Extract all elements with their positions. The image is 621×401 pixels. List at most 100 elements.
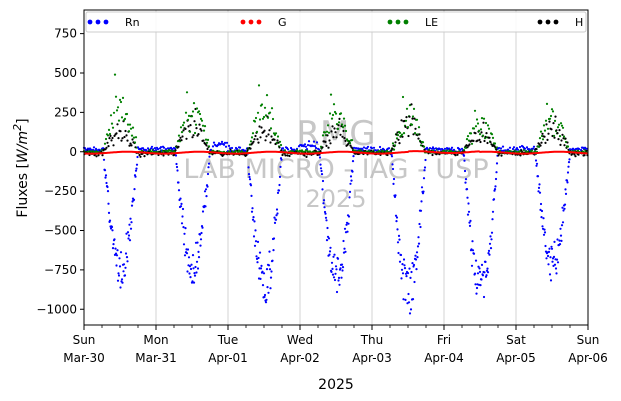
h-point xyxy=(483,139,486,143)
rn-point xyxy=(458,148,462,151)
rn-point xyxy=(532,145,536,148)
h-point xyxy=(259,136,262,139)
rn-point xyxy=(201,210,205,213)
rn-point xyxy=(330,261,334,264)
rn-point xyxy=(558,243,562,246)
le-point xyxy=(274,132,278,135)
le-point xyxy=(188,130,192,133)
rn-point xyxy=(206,185,209,188)
y-tick-label: −1000 xyxy=(36,302,77,316)
rn-point xyxy=(335,290,339,294)
h-point xyxy=(342,129,345,133)
le-point xyxy=(392,148,396,151)
le-point xyxy=(343,124,347,127)
rn-point xyxy=(482,295,486,299)
rn-point xyxy=(525,146,529,149)
le-point xyxy=(353,149,357,152)
rn-point xyxy=(352,146,356,149)
rn-point xyxy=(192,267,195,270)
rn-point xyxy=(129,217,132,220)
rn-point xyxy=(117,272,120,275)
le-point xyxy=(473,109,477,112)
rn-point xyxy=(396,241,400,244)
le-point xyxy=(127,130,131,133)
x-axis: Sun Mar-30 Mon Mar-31 Tue Apr-01 Wed Apr-02 Thu A… xyxy=(63,325,608,365)
rn-point xyxy=(179,205,183,208)
rn-point xyxy=(141,147,145,150)
rn-point xyxy=(118,265,122,268)
rn-point xyxy=(341,266,345,269)
le-point xyxy=(264,114,268,117)
rn-point xyxy=(252,235,256,238)
rn-point xyxy=(181,215,184,218)
rn-point xyxy=(176,169,179,172)
le-point xyxy=(126,123,130,126)
rn-point xyxy=(560,224,564,227)
le-point xyxy=(380,149,384,152)
rn-point xyxy=(395,216,399,219)
le-point xyxy=(177,134,181,137)
rn-point xyxy=(420,186,424,189)
rn-point xyxy=(278,175,282,178)
rn-point xyxy=(333,278,337,282)
y-tick-label: 500 xyxy=(54,66,77,80)
h-point xyxy=(573,153,576,156)
le-point xyxy=(107,128,111,131)
le-point xyxy=(545,102,549,105)
rn-point xyxy=(493,188,497,191)
h-point xyxy=(130,144,133,147)
h-point xyxy=(105,146,108,149)
rn-point xyxy=(474,259,478,262)
rn-point xyxy=(276,212,279,215)
h-point xyxy=(535,148,538,151)
rn-point xyxy=(333,253,336,256)
le-point xyxy=(326,124,330,127)
h-point xyxy=(327,146,330,149)
h-point xyxy=(332,136,335,139)
h-point xyxy=(400,119,403,122)
h-point xyxy=(117,137,120,140)
rn-point xyxy=(356,147,360,150)
rn-point xyxy=(492,198,496,201)
rn-point xyxy=(193,274,197,277)
le-point xyxy=(558,135,562,138)
rn-point xyxy=(269,287,272,290)
rn-point xyxy=(199,244,202,247)
rn-point xyxy=(387,147,391,150)
le-point xyxy=(130,134,134,137)
h-point xyxy=(273,138,276,141)
rn-point xyxy=(270,270,273,273)
h-point xyxy=(254,134,257,138)
rn-point xyxy=(495,162,499,165)
h-point xyxy=(329,142,332,145)
rn-point xyxy=(392,182,395,185)
h-point xyxy=(123,135,126,139)
h-point xyxy=(543,135,546,138)
rn-point xyxy=(516,148,520,151)
rn-point xyxy=(325,219,328,222)
rn-point xyxy=(556,261,560,264)
h-point xyxy=(553,136,556,139)
rn-point xyxy=(543,231,547,234)
rn-point xyxy=(302,145,306,148)
rn-point xyxy=(130,221,133,224)
legend-marker xyxy=(248,19,254,25)
h-point xyxy=(263,129,266,132)
le-point xyxy=(111,126,115,129)
rn-point xyxy=(548,273,552,276)
x-tick-date: Mar-31 xyxy=(135,351,176,365)
rn-point xyxy=(126,231,130,234)
le-point xyxy=(254,116,258,120)
h-point xyxy=(265,135,268,138)
rn-point xyxy=(404,298,407,301)
le-point xyxy=(350,139,354,142)
h-point xyxy=(407,134,410,138)
rn-point xyxy=(555,272,558,275)
le-point xyxy=(546,127,550,130)
x-tick-day: Mon xyxy=(143,333,168,347)
rn-point xyxy=(535,162,539,165)
rn-point xyxy=(403,267,407,270)
h-point xyxy=(331,125,334,128)
h-point xyxy=(341,135,344,138)
rn-point xyxy=(286,148,290,151)
